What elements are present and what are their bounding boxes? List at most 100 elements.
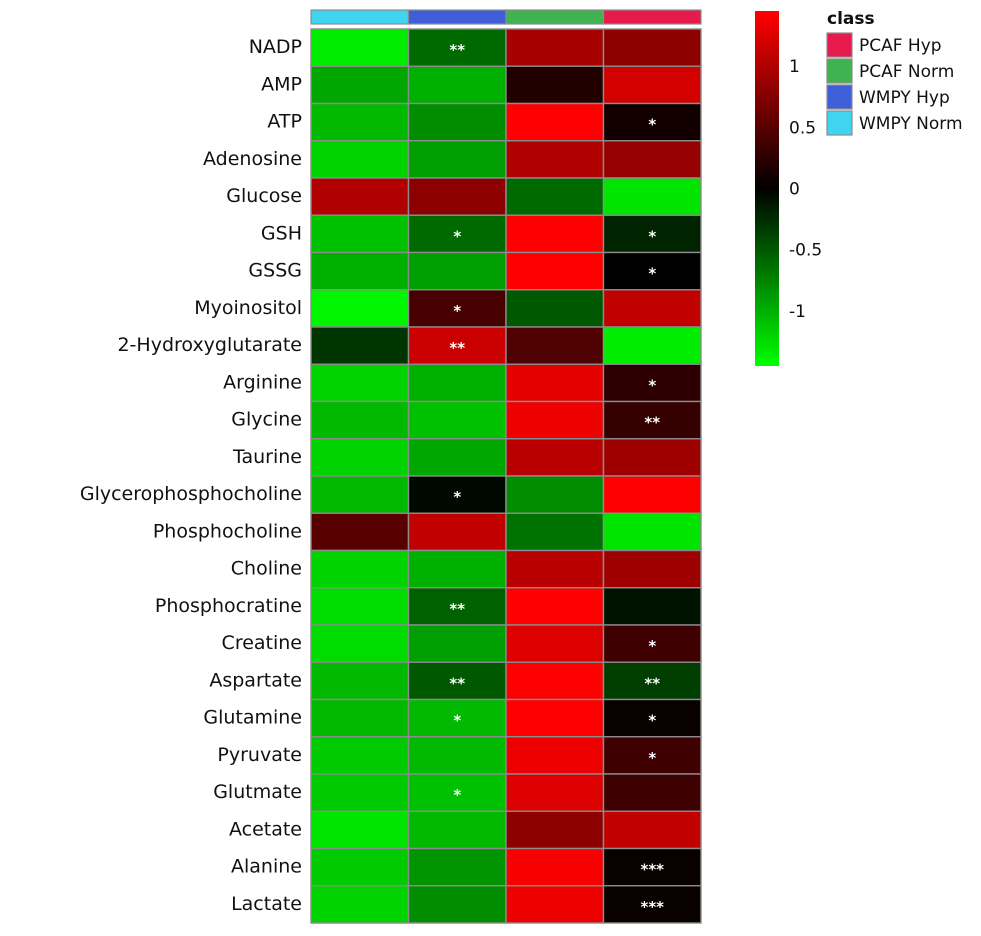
legend-label-pcaf-norm: PCAF Norm (859, 62, 954, 82)
cell-amp-pcaf-hyp (602, 65, 702, 105)
cell-lactate-wmpy-norm (310, 885, 410, 924)
row-label-atp: ATP (267, 111, 302, 133)
cell-myoinositol-pcaf-norm (505, 289, 605, 328)
significance-mark: * (648, 749, 656, 767)
cell-acetate-pcaf-norm (505, 810, 605, 850)
cell-gssg-wmpy-hyp (407, 251, 507, 291)
significance-mark: * (648, 637, 656, 655)
cell-glucose-pcaf-hyp (602, 177, 702, 216)
cell-2-hydroxyglutarate-wmpy-norm (310, 326, 410, 365)
cell-glycerophosphocholine-pcaf-hyp (602, 475, 702, 514)
legend-swatch-wmpy-norm (826, 110, 853, 136)
row-label-glutamine: Glutamine (203, 707, 302, 729)
cell-glycerophosphocholine-wmpy-hyp (407, 475, 507, 514)
class-legend: class PCAF Hyp PCAF Norm WMPY Hyp WMPY Norm (826, 9, 963, 136)
cell-myoinositol-pcaf-hyp (602, 289, 702, 328)
color-scale-tick: 0 (789, 180, 800, 200)
cell-glycerophosphocholine-wmpy-norm (310, 475, 410, 514)
cell-phosphocratine-wmpy-norm (310, 587, 410, 626)
annotation-wmpy-hyp (407, 9, 507, 25)
legend-swatch-pcaf-norm (826, 58, 853, 84)
cell-phosphocholine-wmpy-norm (310, 512, 410, 552)
annotation-wmpy-norm (310, 9, 410, 25)
significance-mark: *** (640, 898, 664, 916)
cell-alanine-pcaf-norm (505, 847, 605, 887)
cell-aspartate-pcaf-hyp (602, 661, 702, 701)
color-scale-tick: -0.5 (789, 241, 822, 261)
row-label-amp: AMP (261, 73, 302, 95)
legend-label-wmpy-norm: WMPY Norm (859, 114, 963, 134)
significance-mark: * (453, 302, 461, 320)
cell-glycine-wmpy-hyp (407, 400, 507, 440)
row-label-alanine: Alanine (231, 856, 302, 878)
color-scale-tick: 1 (789, 57, 800, 77)
cell-acetate-pcaf-hyp (602, 810, 702, 850)
cell-choline-wmpy-hyp (407, 549, 507, 589)
legend-label-wmpy-hyp: WMPY Hyp (859, 88, 950, 108)
legend-title: class (827, 9, 875, 29)
cell-phosphocholine-pcaf-hyp (602, 512, 702, 552)
cell-pyruvate-wmpy-norm (310, 736, 410, 775)
significance-mark: * (453, 488, 461, 506)
cell-creatine-pcaf-norm (505, 624, 605, 663)
annotation-pcaf-norm (505, 9, 605, 25)
row-label-gsh: GSH (261, 222, 302, 244)
significance-mark: * (453, 712, 461, 730)
significance-mark: ** (449, 339, 465, 357)
cell-taurine-wmpy-hyp (407, 438, 507, 477)
row-label-creatine: Creatine (222, 632, 302, 654)
cell-glycine-wmpy-norm (310, 400, 410, 440)
cell-atp-pcaf-hyp (602, 102, 702, 142)
cell-glutamine-wmpy-norm (310, 698, 410, 738)
cell-creatine-wmpy-norm (310, 624, 410, 663)
significance-mark: ** (644, 414, 660, 432)
cell-2-hydroxyglutarate-pcaf-norm (505, 326, 605, 365)
row-label-taurine: Taurine (232, 446, 302, 468)
cell-choline-pcaf-hyp (602, 549, 702, 589)
row-label-glucose: Glucose (226, 185, 302, 207)
row-label-choline: Choline (231, 558, 302, 580)
cell-glycerophosphocholine-pcaf-norm (505, 475, 605, 514)
cell-taurine-wmpy-norm (310, 438, 410, 477)
cell-nadp-pcaf-norm (505, 28, 605, 67)
cell-adenosine-wmpy-norm (310, 140, 410, 179)
cell-creatine-pcaf-hyp (602, 624, 702, 663)
cell-2-hydroxyglutarate-pcaf-hyp (602, 326, 702, 365)
cell-phosphocholine-pcaf-norm (505, 512, 605, 552)
cell-gssg-pcaf-norm (505, 251, 605, 291)
cell-glutmate-pcaf-norm (505, 773, 605, 812)
significance-mark: * (648, 116, 656, 134)
cell-atp-wmpy-hyp (407, 102, 507, 142)
cell-alanine-pcaf-hyp (602, 847, 702, 887)
cell-arginine-wmpy-norm (310, 363, 410, 403)
cell-pyruvate-pcaf-norm (505, 736, 605, 775)
cell-glutamine-pcaf-hyp (602, 698, 702, 738)
cell-glutmate-wmpy-hyp (407, 773, 507, 812)
legend-label-pcaf-hyp: PCAF Hyp (859, 36, 942, 56)
row-label-phosphocratine: Phosphocratine (155, 595, 302, 617)
cell-adenosine-pcaf-norm (505, 140, 605, 179)
cell-alanine-wmpy-hyp (407, 847, 507, 887)
legend-swatch-wmpy-hyp (826, 84, 853, 110)
cell-gsh-wmpy-norm (310, 214, 410, 254)
significance-mark: * (453, 227, 461, 245)
row-label-glycerophosphocholine: Glycerophosphocholine (80, 483, 302, 505)
cell-gsh-pcaf-norm (505, 214, 605, 254)
row-label-lactate: Lactate (231, 893, 302, 915)
cell-lactate-pcaf-hyp (602, 885, 702, 924)
cell-glutmate-pcaf-hyp (602, 773, 702, 812)
row-label-gssg: GSSG (248, 260, 302, 282)
cell-phosphocratine-pcaf-hyp (602, 587, 702, 626)
significance-mark: *** (640, 861, 664, 879)
cell-arginine-pcaf-norm (505, 363, 605, 403)
cell-glucose-wmpy-norm (310, 177, 410, 216)
color-gradient (755, 11, 779, 366)
significance-mark: * (648, 712, 656, 730)
cell-adenosine-pcaf-hyp (602, 140, 702, 179)
cell-pyruvate-pcaf-hyp (602, 736, 702, 775)
cell-gsh-pcaf-hyp (602, 214, 702, 254)
cell-taurine-pcaf-norm (505, 438, 605, 477)
cell-glutamine-pcaf-norm (505, 698, 605, 738)
legend-swatch-pcaf-hyp (826, 32, 853, 58)
